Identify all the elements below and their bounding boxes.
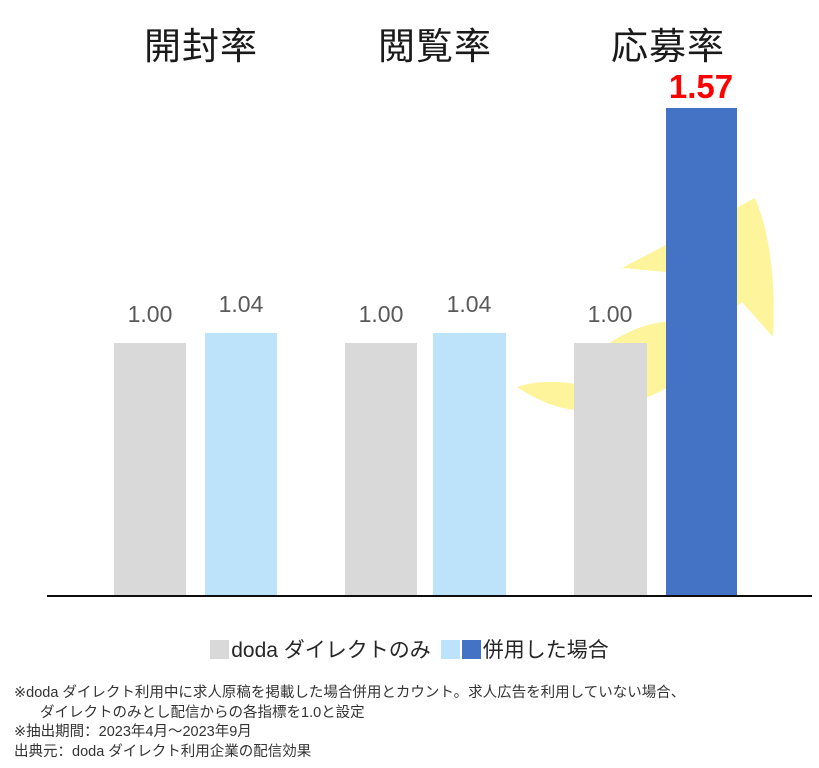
legend-swatch-dark-blue [461, 639, 481, 659]
value-label-apply-rate-combined-highlight: 1.57 [668, 68, 734, 105]
legend-label-combined: 併用した場合 [482, 639, 609, 662]
value-label-view-rate-direct-only: 1.00 [358, 301, 404, 327]
bar-open-rate-combined [205, 333, 277, 595]
value-label-open-rate-direct-only: 1.00 [127, 301, 173, 327]
value-label-view-rate-combined: 1.04 [446, 291, 492, 317]
legend-label-direct-only: doda ダイレクトのみ [231, 639, 431, 662]
value-label-apply-rate-direct-only: 1.00 [587, 301, 633, 327]
value-label-open-rate-combined: 1.04 [218, 291, 264, 317]
bar-view-rate-combined [433, 333, 506, 595]
footnote-3: ※抽出期間：2023年4月〜2023年9月 [14, 724, 252, 740]
x-axis-line [47, 595, 812, 597]
legend-swatch-light-blue [440, 639, 460, 659]
legend-swatch-gray [210, 639, 230, 659]
footnote-4: 出典元：doda ダイレクト利用企業の配信効果 [14, 743, 312, 760]
legend-item-direct-only: doda ダイレクトのみ [210, 634, 431, 664]
bar-apply-rate-direct-only [574, 343, 647, 595]
legend: doda ダイレクトのみ 併用した場合 [0, 634, 819, 664]
category-label-apply-rate: 応募率 [611, 26, 725, 67]
legend-item-combined: 併用した場合 [440, 634, 609, 664]
category-label-open-rate: 開封率 [144, 26, 258, 67]
bar-apply-rate-combined [666, 108, 737, 595]
category-label-view-rate: 閲覧率 [378, 26, 492, 67]
footnote-2: ダイレクトのみとし配信からの各指標を1.0と設定 [40, 704, 365, 721]
bar-view-rate-direct-only [345, 343, 417, 595]
footnote-1: ※doda ダイレクト利用中に求人原稿を掲載した場合併用とカウント。求人広告を利… [14, 685, 686, 701]
bar-open-rate-direct-only [114, 343, 186, 595]
footnotes: ※doda ダイレクト利用中に求人原稿を掲載した場合併用とカウント。求人広告を利… [14, 684, 804, 762]
